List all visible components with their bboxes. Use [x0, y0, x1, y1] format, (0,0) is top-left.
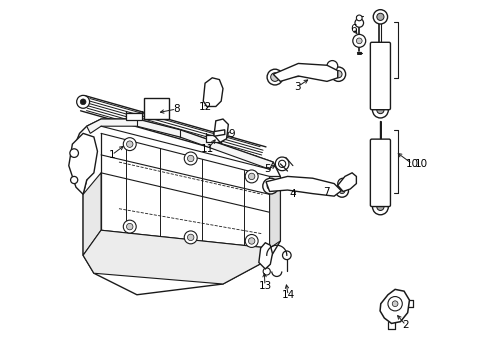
Polygon shape: [69, 134, 97, 194]
Circle shape: [244, 170, 258, 183]
Circle shape: [372, 10, 387, 24]
Text: 10: 10: [414, 159, 427, 169]
Polygon shape: [214, 130, 224, 136]
Circle shape: [372, 102, 387, 118]
Polygon shape: [86, 119, 273, 169]
Circle shape: [337, 178, 348, 189]
Text: 2: 2: [402, 320, 408, 330]
FancyBboxPatch shape: [369, 42, 389, 110]
Circle shape: [184, 231, 197, 244]
Circle shape: [126, 224, 133, 230]
Circle shape: [391, 301, 397, 307]
Circle shape: [248, 238, 254, 244]
Circle shape: [187, 155, 194, 162]
Text: 12: 12: [199, 102, 212, 112]
Circle shape: [70, 149, 78, 157]
Circle shape: [270, 73, 279, 81]
Circle shape: [70, 176, 78, 184]
Circle shape: [376, 107, 383, 114]
Circle shape: [356, 15, 362, 21]
Text: 4: 4: [289, 189, 296, 199]
Text: 6: 6: [349, 24, 356, 34]
Circle shape: [330, 67, 345, 81]
Text: 7: 7: [322, 187, 329, 197]
Circle shape: [376, 13, 383, 21]
Circle shape: [356, 38, 362, 44]
FancyBboxPatch shape: [205, 135, 221, 142]
Circle shape: [266, 183, 274, 190]
Polygon shape: [144, 98, 169, 119]
Polygon shape: [83, 230, 269, 284]
Circle shape: [80, 99, 86, 105]
Circle shape: [262, 178, 278, 194]
Circle shape: [263, 268, 270, 275]
Circle shape: [123, 138, 136, 150]
Circle shape: [326, 60, 337, 71]
Circle shape: [282, 251, 290, 260]
Polygon shape: [258, 243, 272, 269]
Polygon shape: [203, 78, 223, 107]
FancyBboxPatch shape: [126, 113, 142, 120]
Circle shape: [260, 252, 268, 260]
Circle shape: [184, 152, 197, 165]
Circle shape: [376, 203, 383, 211]
Circle shape: [77, 95, 89, 108]
Polygon shape: [269, 176, 280, 248]
Circle shape: [248, 173, 254, 180]
Polygon shape: [273, 63, 337, 81]
Circle shape: [354, 19, 363, 27]
Polygon shape: [72, 119, 280, 295]
Circle shape: [335, 184, 348, 197]
Text: 8: 8: [173, 104, 179, 114]
Circle shape: [339, 188, 344, 194]
Text: 9: 9: [227, 129, 234, 139]
Text: 14: 14: [281, 291, 294, 301]
Circle shape: [372, 199, 387, 215]
Circle shape: [387, 297, 402, 311]
Polygon shape: [265, 176, 341, 196]
Circle shape: [126, 141, 133, 147]
Polygon shape: [83, 173, 101, 255]
Text: 10: 10: [405, 159, 418, 169]
Polygon shape: [379, 289, 408, 323]
Polygon shape: [337, 173, 356, 192]
Circle shape: [352, 35, 365, 47]
FancyBboxPatch shape: [369, 139, 389, 207]
Text: 11: 11: [201, 144, 214, 154]
Circle shape: [123, 220, 136, 233]
Circle shape: [214, 94, 221, 101]
Text: 5: 5: [264, 164, 270, 174]
Circle shape: [187, 234, 194, 240]
Text: 3: 3: [294, 82, 300, 92]
Polygon shape: [214, 119, 228, 142]
Circle shape: [266, 69, 282, 85]
Circle shape: [244, 234, 258, 247]
Circle shape: [334, 71, 341, 78]
Circle shape: [216, 130, 222, 136]
Circle shape: [262, 251, 270, 260]
Text: 13: 13: [258, 281, 271, 291]
Circle shape: [207, 86, 215, 95]
Text: 1: 1: [108, 150, 115, 160]
